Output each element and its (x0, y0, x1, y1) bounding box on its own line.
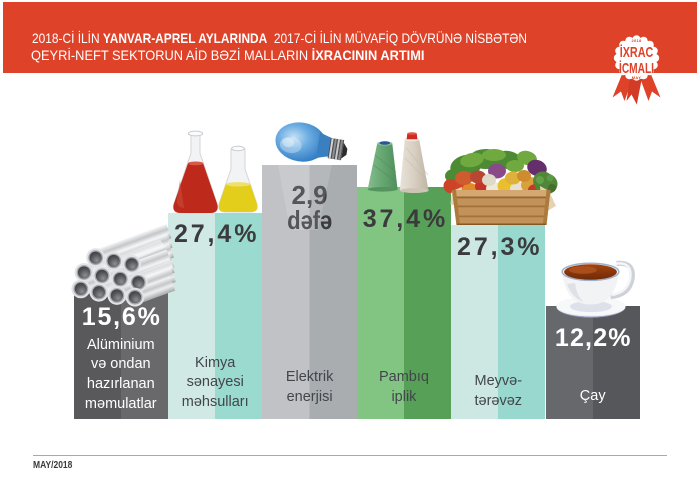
svg-text:2018: 2018 (631, 38, 642, 43)
svg-text:İXRAC: İXRAC (620, 44, 654, 61)
svg-text:İCMALI: İCMALI (619, 60, 654, 77)
svg-text:MAY: MAY (632, 75, 641, 80)
